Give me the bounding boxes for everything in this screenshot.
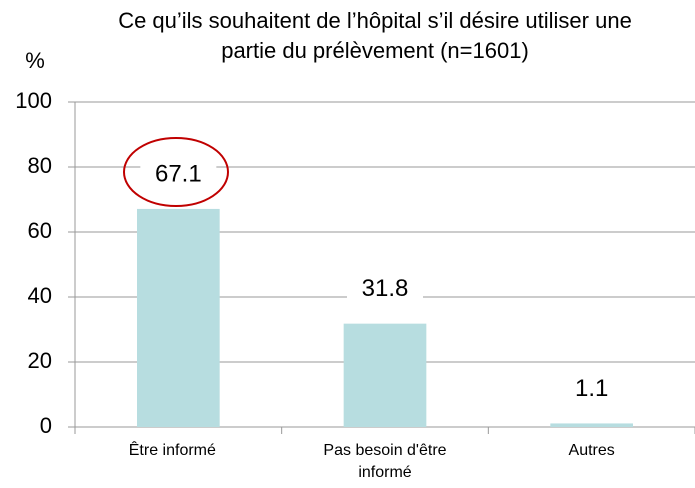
highlight-circle <box>123 137 229 207</box>
x-tick-label: Pas besoin d'être informé <box>323 442 447 481</box>
data-label: 31.8 <box>362 275 409 302</box>
y-tick-label: 100 <box>15 88 52 113</box>
x-tick-label: Être informé <box>128 442 216 459</box>
data-label-bg <box>553 373 630 406</box>
y-tick-label: 60 <box>28 218 52 243</box>
y-tick-label: 0 <box>40 413 52 438</box>
bar <box>343 323 427 427</box>
y-axis-label: % <box>25 48 45 73</box>
y-tick-label: 40 <box>28 283 52 308</box>
data-label-bg <box>140 158 217 191</box>
bar <box>550 423 633 427</box>
data-label-bg <box>347 273 423 306</box>
y-tick-label: 20 <box>28 348 52 373</box>
bar <box>137 208 220 427</box>
y-tick-label: 80 <box>28 153 52 178</box>
data-label: 1.1 <box>575 375 608 402</box>
data-label: 67.1 <box>155 160 202 187</box>
x-tick-label: Autres <box>568 442 615 459</box>
chart-title: Ce qu’ils souhaitent de l’hôpital s’il d… <box>118 8 632 63</box>
